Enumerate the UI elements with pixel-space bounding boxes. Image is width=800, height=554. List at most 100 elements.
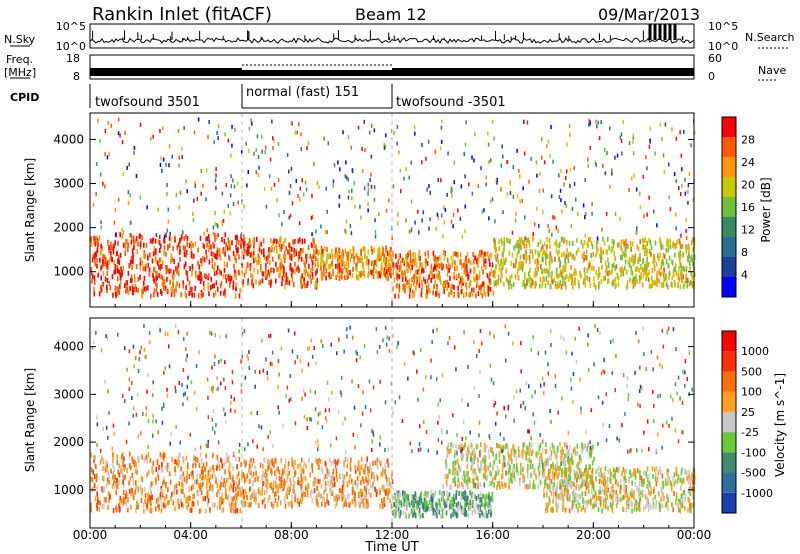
power-cell [505,268,508,274]
velocity-cell [379,461,382,467]
power-cell [660,264,662,270]
power-cell [293,247,296,253]
power-cell [515,257,518,263]
velocity-cell [457,444,460,450]
power-cell [206,236,209,242]
velocity-cell [421,502,423,508]
power-cell [443,205,445,210]
power-cell [668,162,670,167]
power-cell [446,279,448,285]
power-cell [102,181,104,186]
power-cell [359,204,361,209]
power-cell [601,264,603,270]
power-cell [130,239,133,245]
power-cell [338,203,341,208]
power-cell [322,260,325,266]
power-cell [587,242,589,248]
power-cell [369,130,371,135]
power-cell [395,262,398,268]
velocity-cell [445,464,447,470]
power-cell [492,272,495,278]
velocity-cell [464,475,466,481]
velocity-cell [275,491,277,497]
velocity-cell [552,465,554,471]
power-cell [149,238,152,244]
power-cell [249,240,251,246]
power-cell [288,280,291,286]
power-cell [270,267,273,273]
power-cell [663,276,665,282]
velocity-cell [527,465,530,471]
power-cell [283,210,285,215]
velocity-cell [341,480,344,485]
power-cell [325,275,327,281]
power-cell [551,270,553,276]
velocity-cell [225,478,228,484]
velocity-cell [299,462,301,468]
power-cell [406,254,408,260]
power-cell [440,280,442,286]
velocity-cell [232,482,235,488]
velocity-cell [193,456,196,462]
power-cell [520,263,522,269]
power-cell [565,169,568,174]
velocity-cell [385,488,388,494]
power-cell [339,267,341,273]
power-cell [643,238,645,244]
power-cell [677,273,680,279]
power-cell [627,259,630,265]
power-cell [243,237,246,243]
power-cell [604,260,607,266]
velocity-cell [165,494,168,500]
power-cell [275,244,278,250]
power-cell [194,241,197,247]
velocity-cell [206,501,209,507]
power-cell [526,238,528,243]
velocity-cell [431,497,434,503]
velocity-cell [272,461,274,467]
power-cell [411,258,414,264]
velocity-cell [340,493,343,499]
velocity-cell [132,492,134,498]
power-cell [571,280,573,286]
power-cell [211,283,214,289]
power-cell [438,293,440,298]
power-cell [132,290,134,295]
power-cell [420,268,423,274]
power-cell [158,257,161,263]
power-cell [385,208,388,213]
power-cell [131,264,133,270]
power-cell [443,288,445,294]
power-cell [642,267,644,273]
velocity-cell [613,492,615,498]
velocity-cell [118,503,120,509]
power-cell [477,184,480,189]
power-cell [232,280,235,286]
power-cell [272,136,274,141]
power-cell [345,219,348,224]
power-cell [131,277,133,283]
power-cell [414,257,417,263]
power-colorbar-step [722,117,736,137]
power-cell [197,117,200,122]
power-cell [545,268,547,274]
power-cell [92,253,94,259]
power-cell [324,263,327,269]
velocity-cell [301,457,303,463]
power-cell [293,282,295,288]
velocity-cell [465,510,467,516]
power-cell [502,262,504,268]
power-cell [114,208,117,213]
power-cell [566,274,568,280]
velocity-cell [551,474,554,480]
power-cell [151,258,154,264]
velocity-cell [468,450,470,455]
freq-left-tick-bottom: 8 [73,70,80,83]
velocity-cell [440,497,443,503]
power-cell [642,243,644,249]
power-cell [214,237,216,243]
power-cell [571,277,574,283]
power-cell [656,274,658,280]
velocity-cell [288,502,290,508]
power-cell [212,252,214,258]
